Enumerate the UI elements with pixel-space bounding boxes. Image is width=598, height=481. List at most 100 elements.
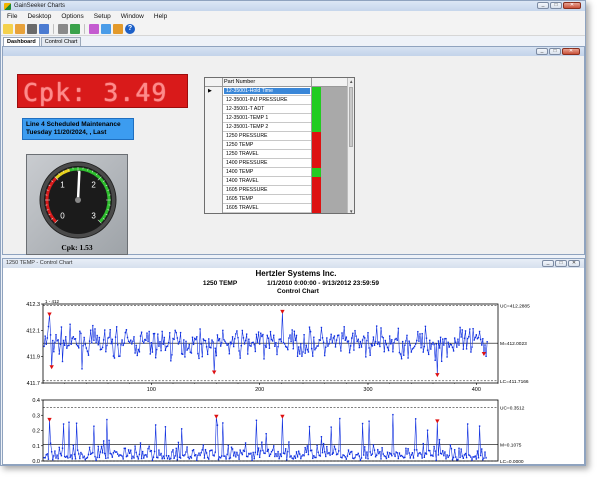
palette-icon[interactable] (89, 23, 99, 34)
data-point (252, 341, 254, 344)
alarm-marker[interactable] (435, 373, 440, 378)
alarm-marker[interactable] (214, 414, 219, 419)
row-selector[interactable] (205, 177, 223, 186)
alarm-marker[interactable] (49, 365, 54, 370)
row-selector[interactable] (205, 159, 223, 168)
row-selector[interactable] (205, 96, 223, 105)
menu-help[interactable]: Help (153, 13, 168, 20)
maximize-button[interactable]: □ (550, 2, 562, 9)
new-chart-icon[interactable] (3, 23, 13, 34)
scroll-down-icon[interactable]: ▼ (349, 209, 354, 214)
data-point (385, 457, 388, 460)
data-point (484, 451, 486, 453)
gauge-tick (102, 217, 105, 220)
close-button[interactable]: ✕ (563, 2, 581, 9)
alarm-marker[interactable] (47, 417, 52, 422)
dashboard-restore-button[interactable]: □ (549, 48, 561, 55)
data-point (303, 454, 305, 457)
minimize-button[interactable]: _ (537, 2, 549, 9)
grid-row[interactable]: 1605 PRESSURE (205, 186, 321, 195)
data-point (416, 449, 418, 451)
grid-row[interactable]: 1400 PRESSURE (205, 159, 321, 168)
menu-setup[interactable]: Setup (93, 13, 111, 20)
grid-row[interactable]: 1250 TEMP (205, 141, 321, 150)
open-icon[interactable] (15, 23, 25, 34)
data-point (191, 449, 194, 452)
grid-row[interactable]: 1250 PRESSURE (205, 132, 321, 141)
data-point (124, 331, 127, 334)
data-point (451, 459, 454, 461)
alarm-marker[interactable] (47, 312, 52, 317)
row-selector[interactable] (205, 186, 223, 195)
grid-row[interactable]: 1605 TEMP (205, 195, 321, 204)
data-point (174, 329, 176, 332)
alarm-marker[interactable] (280, 309, 285, 314)
row-selector[interactable] (205, 141, 223, 150)
tab-dashboard[interactable]: Dashboard (3, 37, 40, 46)
menu-desktop[interactable]: Desktop (27, 13, 52, 20)
grid-scrollbar[interactable]: ▲ ▼ (347, 78, 354, 214)
data-point (132, 455, 134, 457)
settings-icon[interactable] (113, 23, 123, 34)
grid-row[interactable]: 1605 TRAVEL (205, 204, 321, 213)
chart-minimize-button[interactable]: _ (542, 260, 554, 267)
gauge-tick-label: 3 (91, 212, 96, 221)
row-selector[interactable] (205, 150, 223, 159)
part-number-cell: 1605 TEMP (226, 196, 254, 202)
row-selector[interactable] (205, 114, 223, 123)
data-point (410, 351, 413, 353)
data-point (393, 453, 395, 455)
data-point (199, 454, 201, 457)
row-selector[interactable] (205, 168, 223, 177)
chart-close-button[interactable]: ✕ (568, 260, 580, 267)
row-selector[interactable] (205, 123, 223, 132)
grid-row[interactable]: 1400 TEMP (205, 168, 321, 177)
data-point (320, 326, 323, 329)
scroll-thumb[interactable] (349, 87, 353, 147)
grid-icon[interactable] (101, 23, 111, 34)
dashboard-minimize-button[interactable]: _ (536, 48, 548, 55)
data-point (139, 442, 142, 444)
row-selector[interactable]: ▶ (205, 87, 223, 96)
data-point (95, 341, 97, 344)
data-point (429, 339, 431, 342)
data-point (355, 335, 357, 337)
grid-row[interactable]: 1400 TRAVEL (205, 177, 321, 186)
data-point (265, 432, 267, 435)
data-point (403, 457, 405, 459)
dashboard-icon[interactable] (39, 23, 49, 34)
scroll-up-icon[interactable]: ▲ (349, 79, 354, 84)
grid-row[interactable]: 12-35001-TEMP 1 (205, 114, 321, 123)
grid-row[interactable]: 1250 TRAVEL (205, 150, 321, 159)
menu-options[interactable]: Options (61, 13, 84, 20)
data-point (121, 339, 123, 341)
grid-row[interactable]: ▶ 12-35001-Hold Time (205, 87, 321, 96)
export-icon[interactable] (70, 23, 80, 34)
chart-restore-button[interactable]: □ (555, 260, 567, 267)
dashboard-close-button[interactable]: ✕ (562, 48, 580, 55)
alarm-marker[interactable] (435, 419, 440, 424)
data-point (478, 330, 481, 333)
disk-icon[interactable] (27, 23, 37, 34)
grid-row[interactable]: 12-35001-INJ PRESSURE (205, 96, 321, 105)
data-point (340, 456, 342, 458)
row-selector[interactable] (205, 132, 223, 141)
grid-row[interactable]: 12-35001-T ADT (205, 105, 321, 114)
alarm-marker[interactable] (280, 414, 285, 419)
row-selector[interactable] (205, 195, 223, 204)
menu-window[interactable]: Window (120, 13, 144, 20)
alarm-marker[interactable] (481, 352, 487, 357)
tab-control-chart[interactable]: Control Chart (40, 37, 82, 46)
data-point (456, 346, 458, 348)
row-selector[interactable] (205, 204, 223, 213)
grid-header-part-number[interactable]: Part Number (224, 79, 256, 85)
cpk-gauge: 0 1 2 3 (39, 161, 117, 239)
data-point (173, 457, 175, 459)
help-icon[interactable]: ? (125, 23, 135, 34)
alarm-marker[interactable] (211, 370, 217, 375)
grid-row[interactable]: 12-35001-TEMP 2 (205, 123, 321, 132)
data-point (421, 332, 423, 335)
print-icon[interactable] (58, 23, 68, 34)
row-selector[interactable] (205, 105, 223, 114)
menu-file[interactable]: File (7, 13, 18, 20)
